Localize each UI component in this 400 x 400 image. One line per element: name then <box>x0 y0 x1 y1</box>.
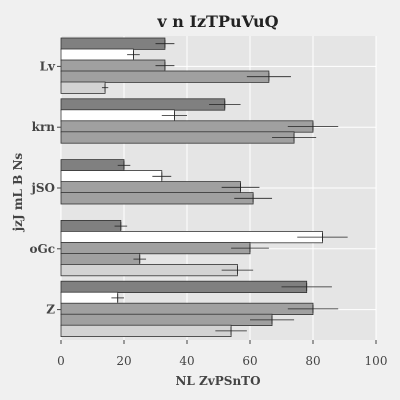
bar <box>60 241 251 255</box>
bar <box>60 181 241 194</box>
x-tick-label: 80 <box>305 354 320 368</box>
bar <box>60 291 119 305</box>
bar <box>60 48 134 61</box>
bar <box>60 59 166 72</box>
chart-title: v n IzTPuVuQ <box>156 12 278 31</box>
bar <box>60 170 163 183</box>
bar <box>60 120 314 133</box>
bar <box>60 324 232 338</box>
bar <box>60 81 106 94</box>
bar <box>60 313 273 327</box>
x-tick-label: 20 <box>116 354 131 368</box>
x-axis-label: NL ZvPSnTO <box>175 374 260 388</box>
bar <box>60 230 323 244</box>
y-axis-label: jzJ mL B Ns <box>11 153 25 233</box>
error-bars <box>101 39 348 335</box>
category-label: jSO <box>31 181 55 195</box>
bar <box>60 192 254 205</box>
bar <box>60 98 226 111</box>
category-label: Lv <box>40 59 56 73</box>
y-axis-categories: Lv krn jSO oGc Z <box>29 59 61 317</box>
category-label: Z <box>46 303 55 317</box>
x-tick-label: 100 <box>365 354 388 368</box>
x-axis-ticks: 0 20 40 60 80 100 <box>57 340 387 368</box>
bar <box>60 131 295 144</box>
bar <box>60 219 122 233</box>
x-tick-label: 60 <box>242 354 257 368</box>
bar <box>60 37 166 50</box>
bar <box>60 252 141 266</box>
bars <box>60 37 323 338</box>
bar <box>60 159 125 172</box>
x-tick-label: 0 <box>57 354 65 368</box>
bar <box>60 70 270 83</box>
bar <box>60 109 175 122</box>
bar <box>60 280 308 294</box>
bar <box>60 263 238 277</box>
bar <box>60 302 314 316</box>
category-label: krn <box>32 120 56 134</box>
category-label: oGc <box>29 242 55 256</box>
x-tick-label: 40 <box>179 354 194 368</box>
